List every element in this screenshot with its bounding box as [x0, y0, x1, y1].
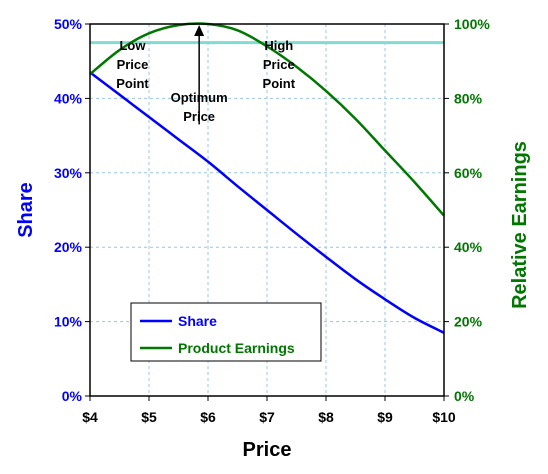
x-tick-label: $4 [82, 409, 98, 425]
right-axis-label: Relative Earnings [509, 141, 531, 309]
series-layer [89, 22, 445, 334]
x-tick-label: $8 [318, 409, 334, 425]
annotation-text: High Price Point [263, 38, 296, 91]
right-tick-label: 0% [454, 388, 475, 404]
legend-box [130, 302, 322, 362]
annotation-text: Low Price Point [116, 38, 149, 91]
right-tick-label: 100% [454, 16, 490, 32]
x-tick-label: $6 [200, 409, 216, 425]
right-tick-label: 40% [454, 239, 483, 255]
x-tick-label: $5 [141, 409, 157, 425]
series-line-share [89, 71, 445, 334]
legend-label-share: Share [178, 313, 217, 329]
left-axis-ticks: 0% 10% 20% 30% 40% 50% [54, 16, 90, 404]
arrow-head [194, 25, 205, 36]
legend-label-earnings: Product Earnings [178, 340, 295, 356]
x-tick-label: $7 [259, 409, 275, 425]
x-tick-label: $10 [432, 409, 456, 425]
left-tick-label: 30% [54, 165, 83, 181]
left-tick-label: 50% [54, 16, 83, 32]
left-tick-label: 20% [54, 239, 83, 255]
x-axis-label: Price [243, 439, 292, 461]
right-tick-label: 20% [454, 314, 483, 330]
legend: Share Product Earnings [130, 302, 322, 362]
right-tick-label: 60% [454, 165, 483, 181]
left-tick-label: 0% [62, 388, 83, 404]
right-axis-ticks: 0% 20% 40% 60% 80% 100% [444, 16, 490, 404]
left-tick-label: 10% [54, 314, 83, 330]
x-tick-label: $9 [377, 409, 393, 425]
right-tick-label: 80% [454, 90, 483, 106]
left-tick-label: 40% [54, 90, 83, 106]
left-axis-label: Share [15, 182, 37, 238]
x-axis-ticks: $4 $5 $6 $7 $8 $9 $10 [82, 396, 456, 425]
series-line-earnings [89, 22, 445, 217]
optimum-arrow [194, 25, 205, 125]
